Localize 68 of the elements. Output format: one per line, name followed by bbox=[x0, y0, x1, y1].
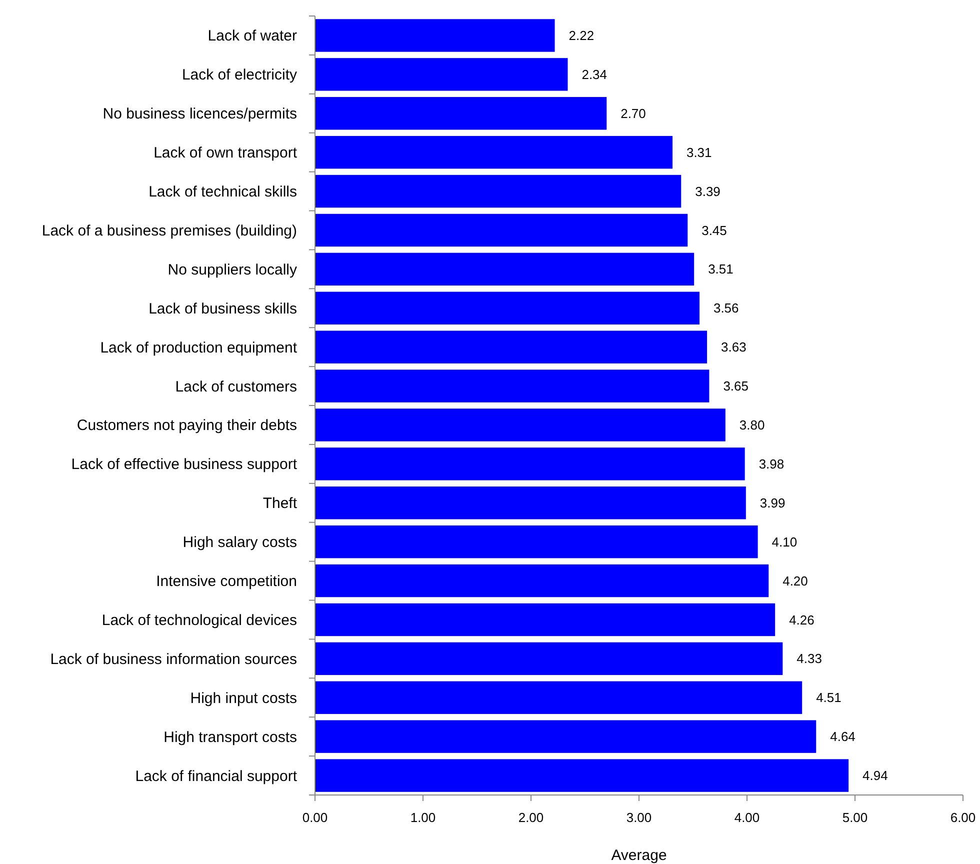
bar bbox=[315, 174, 682, 208]
data-label: 3.51 bbox=[708, 262, 734, 277]
bar bbox=[315, 136, 672, 169]
y-tick-label: Lack of business skills bbox=[148, 300, 297, 318]
y-tick-label: No business licences/permits bbox=[102, 106, 297, 123]
y-tick-label: Lack of water bbox=[208, 28, 297, 45]
data-label: 4.64 bbox=[830, 729, 856, 744]
y-tick-label: Lack of own transport bbox=[154, 144, 298, 162]
bar bbox=[315, 214, 688, 247]
y-tick-label: Lack of effective business support bbox=[71, 456, 298, 474]
y-tick-label: High salary costs bbox=[182, 534, 297, 552]
y-tick-label: Lack of financial support bbox=[135, 768, 298, 785]
data-label: 4.10 bbox=[772, 534, 798, 550]
bar bbox=[315, 97, 607, 130]
y-tick-label: Lack of customers bbox=[175, 378, 297, 396]
data-label: 3.99 bbox=[760, 495, 786, 510]
bar bbox=[315, 681, 802, 714]
data-label: 4.94 bbox=[862, 768, 888, 784]
bar bbox=[315, 58, 568, 91]
data-label: 3.31 bbox=[686, 144, 712, 160]
bar bbox=[315, 720, 816, 753]
bar bbox=[315, 525, 758, 558]
data-label: 3.65 bbox=[723, 378, 749, 394]
y-tick-label: Intensive competition bbox=[156, 573, 297, 590]
bar bbox=[315, 370, 710, 402]
data-label: 2.22 bbox=[568, 28, 594, 44]
data-label: 3.39 bbox=[695, 184, 720, 199]
data-label: 3.80 bbox=[739, 418, 765, 433]
bar bbox=[315, 603, 776, 636]
y-tick-label: Lack of technological devices bbox=[102, 612, 297, 629]
x-tick-label: 6.00 bbox=[950, 810, 976, 825]
y-tick-label: Lack of a business premises (building) bbox=[42, 222, 298, 240]
bar bbox=[315, 19, 555, 52]
bar bbox=[315, 330, 708, 364]
x-tick-label: 1.00 bbox=[410, 810, 436, 825]
bar bbox=[315, 759, 849, 792]
data-label: 4.51 bbox=[816, 690, 842, 706]
x-axis-title: Average bbox=[611, 847, 667, 864]
x-tick-label: 3.00 bbox=[626, 810, 652, 825]
y-tick-label: Lack of production equipment bbox=[100, 339, 298, 356]
data-label: 4.20 bbox=[782, 573, 808, 588]
data-label: 3.45 bbox=[702, 222, 727, 238]
bar bbox=[315, 252, 694, 286]
y-tick-label: Theft bbox=[262, 495, 298, 512]
x-tick-label: 4.00 bbox=[734, 810, 760, 825]
bar bbox=[315, 408, 726, 442]
data-label: 4.33 bbox=[796, 651, 822, 666]
x-tick-label: 0.00 bbox=[302, 810, 328, 825]
bar bbox=[315, 486, 746, 520]
bar bbox=[315, 642, 783, 676]
y-tick-label: High transport costs bbox=[164, 728, 297, 746]
data-label: 4.26 bbox=[789, 612, 814, 628]
y-tick-label: Lack of technical skills bbox=[148, 184, 297, 201]
bar bbox=[315, 448, 745, 480]
bar bbox=[315, 564, 769, 598]
y-tick-label: High input costs bbox=[190, 690, 297, 707]
data-label: 2.34 bbox=[582, 66, 608, 82]
data-label: 3.63 bbox=[721, 340, 746, 355]
data-label: 2.70 bbox=[620, 106, 646, 121]
data-label: 3.98 bbox=[758, 456, 784, 472]
bar bbox=[315, 292, 700, 324]
y-tick-label: No suppliers locally bbox=[168, 261, 298, 278]
y-tick-label: Lack of business information sources bbox=[50, 650, 297, 668]
x-tick-label: 2.00 bbox=[518, 810, 544, 825]
y-tick-label: Customers not paying their debts bbox=[76, 417, 297, 434]
x-tick-label: 5.00 bbox=[842, 810, 868, 825]
data-label: 3.56 bbox=[713, 300, 739, 316]
y-tick-label: Lack of electricity bbox=[182, 66, 298, 84]
